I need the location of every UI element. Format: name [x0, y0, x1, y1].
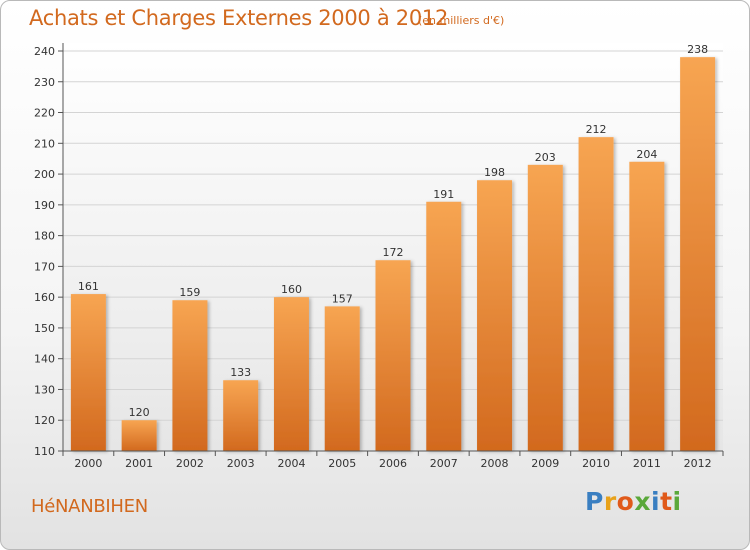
bar — [172, 300, 208, 451]
bar — [375, 260, 411, 451]
y-tick-label: 180 — [34, 230, 55, 243]
data-label: 157 — [332, 292, 353, 305]
data-label: 133 — [230, 366, 251, 379]
y-tick-label: 220 — [34, 107, 55, 120]
bar — [223, 380, 259, 451]
bar — [121, 420, 157, 451]
data-label: 212 — [586, 123, 607, 136]
x-tick-label: 2007 — [430, 457, 458, 470]
data-label: 161 — [78, 280, 99, 293]
x-tick-label: 2005 — [328, 457, 356, 470]
bar — [324, 306, 360, 451]
data-label: 238 — [687, 43, 708, 56]
data-label: 120 — [129, 406, 150, 419]
x-tick-label: 2008 — [481, 457, 509, 470]
y-tick-label: 230 — [34, 76, 55, 89]
x-tick-label: 2003 — [227, 457, 255, 470]
x-tick-label: 2010 — [582, 457, 610, 470]
chart-subtitle: (en milliers d'€) — [418, 14, 505, 27]
data-label: 172 — [383, 246, 404, 259]
bar — [477, 180, 513, 451]
y-tick-label: 120 — [34, 414, 55, 427]
bar — [680, 57, 716, 452]
y-tick-label: 130 — [34, 383, 55, 396]
y-tick-label: 140 — [34, 353, 55, 366]
logo-letter: o — [616, 487, 635, 516]
commune-name: HéNANBIHEN — [31, 496, 148, 517]
y-tick-label: 110 — [34, 445, 55, 458]
y-tick-label: 170 — [34, 260, 55, 273]
logo-letter: i — [651, 487, 661, 516]
y-tick-label: 200 — [34, 168, 55, 181]
data-label: 191 — [433, 188, 454, 201]
bar — [578, 137, 614, 451]
y-tick-label: 210 — [34, 137, 55, 150]
x-tick-label: 2004 — [277, 457, 305, 470]
logo-letter: i — [672, 487, 682, 516]
y-tick-label: 190 — [34, 199, 55, 212]
x-tick-label: 2009 — [531, 457, 559, 470]
logo-letter: x — [634, 487, 651, 516]
logo-letter: P — [585, 487, 604, 516]
bar — [70, 294, 106, 451]
data-label: 203 — [535, 151, 556, 164]
y-tick-label: 160 — [34, 291, 55, 304]
x-tick-label: 2001 — [125, 457, 153, 470]
bar — [629, 161, 665, 451]
data-label: 159 — [179, 286, 200, 299]
bar — [273, 297, 309, 451]
logo-letter: r — [603, 487, 617, 516]
proxiti-logo: Proxiti — [585, 487, 682, 516]
bar — [527, 164, 563, 451]
chart-title: Achats et Charges Externes 2000 à 2012 — [29, 6, 449, 30]
x-tick-label: 2011 — [633, 457, 661, 470]
y-tick-label: 240 — [34, 45, 55, 58]
bar — [426, 201, 462, 451]
y-tick-label: 150 — [34, 322, 55, 335]
x-tick-label: 2002 — [176, 457, 204, 470]
x-tick-label: 2012 — [684, 457, 712, 470]
logo-letter: t — [660, 487, 673, 516]
x-tick-label: 2000 — [74, 457, 102, 470]
data-label: 198 — [484, 166, 505, 179]
data-label: 204 — [636, 148, 657, 161]
data-label: 160 — [281, 283, 302, 296]
x-tick-label: 2006 — [379, 457, 407, 470]
